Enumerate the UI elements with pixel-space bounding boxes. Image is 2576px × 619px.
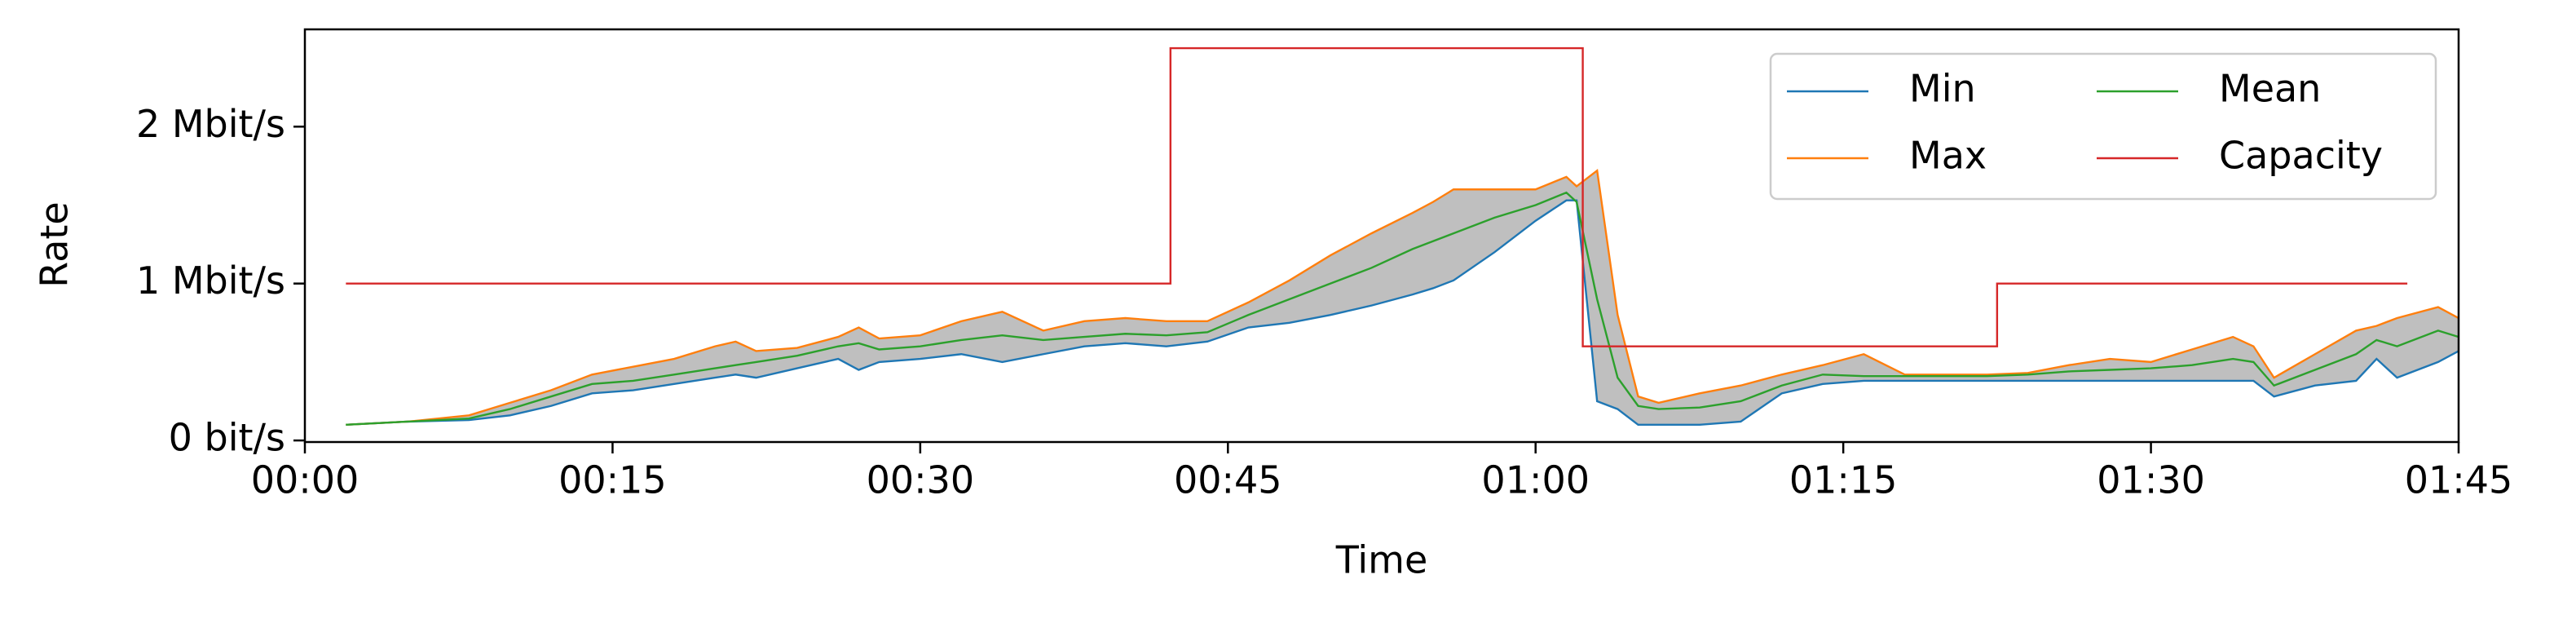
legend-label: Mean bbox=[2219, 67, 2321, 111]
series-line bbox=[346, 168, 2459, 427]
y-tick-label: 2 Mbit/s bbox=[136, 102, 285, 146]
x-tick-label: 01:45 bbox=[2405, 458, 2513, 502]
legend-label: Min bbox=[1909, 67, 1976, 111]
x-tick-label: 00:45 bbox=[1174, 458, 1282, 502]
legend-box bbox=[1769, 52, 2437, 201]
x-tick-label: 01:00 bbox=[1481, 458, 1590, 502]
y-tick-label: 1 Mbit/s bbox=[136, 259, 285, 303]
x-tick-label: 01:15 bbox=[1789, 458, 1898, 502]
series-line bbox=[346, 191, 2459, 427]
x-axis-label: Time bbox=[1335, 538, 1428, 582]
min-max-band bbox=[346, 170, 2459, 425]
x-tick-label: 01:30 bbox=[2097, 458, 2205, 502]
plot-frame bbox=[303, 28, 2460, 444]
legend-label: Max bbox=[1909, 134, 1987, 178]
y-tick-label: 0 bit/s bbox=[169, 416, 285, 460]
y-axis-label: Rate bbox=[33, 201, 77, 287]
x-tick-label: 00:00 bbox=[251, 458, 359, 502]
series-line bbox=[346, 199, 2459, 427]
legend-label: Capacity bbox=[2219, 134, 2383, 178]
x-tick-label: 00:15 bbox=[558, 458, 667, 502]
series-line bbox=[346, 46, 2408, 347]
x-tick-label: 00:30 bbox=[867, 458, 975, 502]
